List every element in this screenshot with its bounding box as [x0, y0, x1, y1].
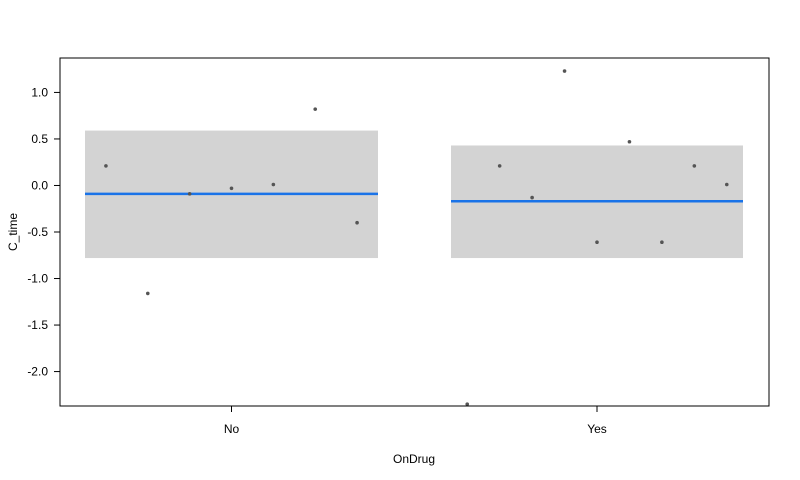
y-tick-label: 1.0 — [31, 85, 48, 99]
data-point — [313, 107, 318, 111]
y-tick-label: -0.5 — [27, 225, 48, 239]
x-axis-label: OnDrug — [393, 452, 435, 466]
y-axis: 1.0 0.5 0.0 -0.5 -1.0 -1.5 -2.0 — [27, 85, 60, 379]
data-point — [660, 240, 664, 245]
data-point — [530, 195, 534, 200]
fit-layer — [85, 192, 743, 203]
y-tick-label: 0.0 — [31, 178, 48, 192]
data-point — [104, 164, 108, 168]
data-point — [562, 69, 567, 73]
data-point — [595, 240, 599, 245]
data-point — [187, 192, 192, 196]
y-tick-label: -1.0 — [27, 272, 48, 286]
data-point — [497, 164, 502, 168]
data-point — [271, 182, 276, 187]
y-axis-label: C_time — [6, 213, 20, 251]
data-point — [692, 164, 697, 168]
x-tick-label: No — [224, 422, 240, 436]
data-point — [145, 291, 150, 296]
data-point — [355, 220, 359, 225]
y-tick-label: -2.0 — [27, 365, 48, 379]
x-tick-label: Yes — [587, 422, 607, 436]
data-point — [724, 182, 729, 187]
x-axis: No Yes — [224, 406, 607, 436]
data-point — [627, 139, 632, 144]
y-tick-label: 0.5 — [31, 132, 48, 146]
data-point — [465, 402, 470, 406]
points-layer — [104, 69, 729, 406]
y-tick-label: -1.5 — [27, 318, 48, 332]
data-point — [229, 186, 234, 191]
